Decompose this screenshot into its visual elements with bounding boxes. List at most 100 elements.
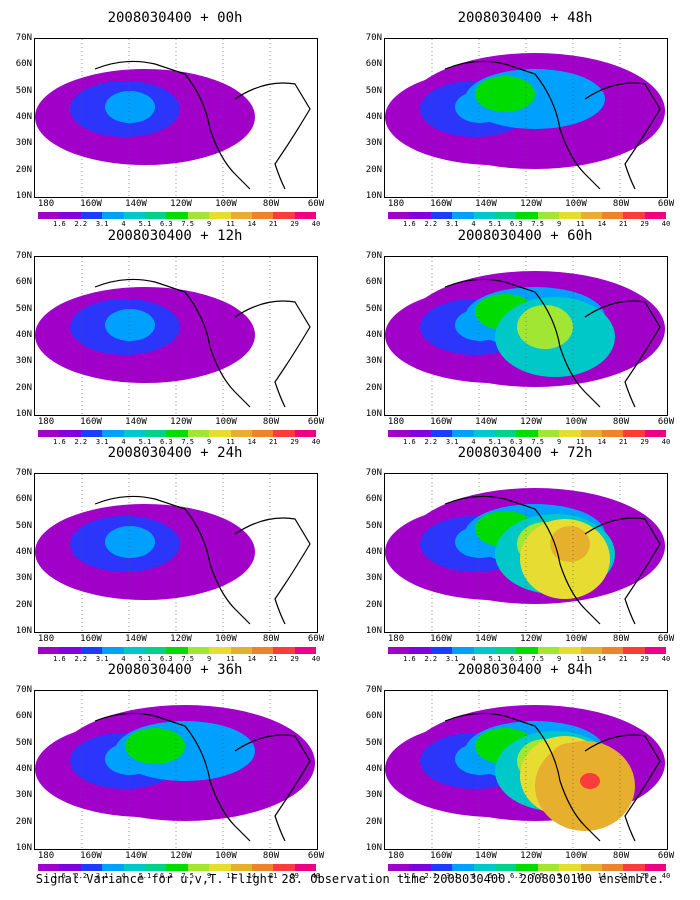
colorbar-label: 21 bbox=[269, 220, 278, 228]
x-tick-label: 160W bbox=[80, 199, 102, 209]
colorbar-swatch bbox=[187, 647, 210, 654]
map-svg bbox=[35, 691, 315, 849]
colorbar-label: 21 bbox=[619, 438, 628, 446]
colorbar-swatch bbox=[144, 864, 167, 871]
colorbar-swatch bbox=[644, 864, 667, 871]
colorbar-swatch bbox=[494, 430, 517, 437]
colorbar-swatch bbox=[102, 430, 124, 437]
colorbar-swatch bbox=[559, 864, 581, 871]
y-tick-label: 30N bbox=[365, 573, 382, 584]
y-tick-label: 60N bbox=[15, 711, 32, 722]
x-tick-label: 60W bbox=[657, 199, 675, 209]
y-tick-label: 70N bbox=[15, 468, 32, 478]
colorbar-swatch bbox=[144, 647, 167, 654]
x-tick-label: 160W bbox=[430, 199, 452, 209]
variance-contour bbox=[105, 309, 155, 341]
x-tick-label: 100W bbox=[215, 199, 237, 209]
panel-title: 2008030400 + 12h bbox=[107, 228, 243, 244]
y-tick-label: 70N bbox=[365, 468, 382, 478]
x-tick-label: 80W bbox=[612, 417, 630, 427]
colorbar-swatch bbox=[38, 430, 60, 437]
colorbar-swatch bbox=[601, 430, 624, 437]
y-tick-label: 50N bbox=[365, 303, 382, 314]
y-tick-label: 40N bbox=[365, 112, 382, 122]
map-panel: 2008030400 + 12h 10N 20N 30N 40N 50N 60N 70N 180… bbox=[0, 226, 324, 446]
colorbar-label: 4 bbox=[121, 872, 126, 880]
colorbar-label: 9 bbox=[556, 872, 562, 880]
coastline bbox=[94, 60, 311, 190]
colorbar-label: 14 bbox=[597, 220, 607, 228]
coastline bbox=[94, 495, 311, 625]
x-tick-label: 140W bbox=[475, 417, 497, 427]
colorbar-swatch bbox=[166, 864, 188, 871]
colorbar-label: 6.3 bbox=[509, 655, 523, 663]
colorbar-label: 14 bbox=[247, 220, 257, 228]
x-tick-label: 100W bbox=[565, 634, 587, 644]
colorbar-swatch bbox=[452, 212, 474, 219]
y-tick-label: 40N bbox=[15, 330, 32, 340]
panel-title: 2008030400 + 00h bbox=[107, 10, 243, 26]
colorbar-swatch bbox=[273, 430, 295, 437]
y-tick-label: 60N bbox=[365, 711, 382, 722]
map-svg bbox=[385, 691, 665, 849]
colorbar-swatch bbox=[388, 212, 410, 219]
colorbar-swatch bbox=[251, 212, 274, 219]
colorbar-label: 7.5 bbox=[531, 220, 545, 228]
colorbar-swatch bbox=[187, 212, 210, 219]
colorbar-swatch bbox=[516, 212, 538, 219]
y-tick-label: 60N bbox=[15, 494, 32, 505]
variance-contour bbox=[517, 305, 573, 349]
y-tick-label: 30N bbox=[365, 790, 382, 801]
x-tick-label: 140W bbox=[125, 634, 147, 644]
x-tick-label: 120W bbox=[520, 199, 542, 209]
colorbar-label: 14 bbox=[597, 438, 607, 446]
colorbar-swatch bbox=[644, 430, 667, 437]
colorbar-label: 40 bbox=[311, 220, 321, 228]
colorbar-swatch bbox=[123, 864, 145, 871]
colorbar-label: 6.3 bbox=[159, 220, 173, 228]
colorbar-swatch bbox=[209, 430, 231, 437]
colorbar-swatch bbox=[59, 864, 81, 871]
y-tick-label: 50N bbox=[15, 303, 32, 314]
colorbar-label: 6.3 bbox=[509, 438, 523, 446]
y-tick-label: 20N bbox=[365, 599, 382, 610]
colorbar-swatch bbox=[559, 647, 581, 654]
x-tick-label: 120W bbox=[520, 634, 542, 644]
y-tick-label: 70N bbox=[365, 251, 382, 261]
colorbar-swatch bbox=[230, 430, 252, 437]
coastline bbox=[94, 278, 311, 408]
colorbar-label: 4 bbox=[471, 220, 476, 228]
colorbar-label: 29 bbox=[290, 220, 299, 228]
coastline bbox=[444, 495, 661, 625]
colorbar-swatch bbox=[251, 647, 274, 654]
colorbar-label: 11 bbox=[576, 438, 585, 446]
colorbar-label: 9 bbox=[556, 438, 562, 446]
colorbar-swatch bbox=[251, 430, 274, 437]
colorbar-swatch bbox=[623, 212, 645, 219]
x-tick-label: 80W bbox=[262, 417, 280, 427]
colorbar-swatch bbox=[644, 212, 667, 219]
y-tick-label: 50N bbox=[15, 85, 32, 96]
y-tick-label: 60N bbox=[365, 494, 382, 505]
panel-title: 2008030400 + 48h bbox=[457, 10, 593, 26]
colorbar-swatch bbox=[144, 430, 167, 437]
colorbar-label: 29 bbox=[290, 655, 299, 663]
colorbar-label: 2.2 bbox=[424, 220, 438, 228]
colorbar-swatch bbox=[559, 430, 581, 437]
colorbar-swatch bbox=[59, 647, 81, 654]
x-tick-label: 120W bbox=[520, 851, 542, 861]
x-tick-label: 160W bbox=[430, 417, 452, 427]
y-tick-label: 50N bbox=[365, 737, 382, 748]
y-tick-label: 10N bbox=[15, 626, 32, 636]
colorbar-label: 4 bbox=[121, 220, 126, 228]
colorbar-swatch bbox=[623, 864, 645, 871]
colorbar-swatch bbox=[102, 647, 124, 654]
panel-title: 2008030400 + 60h bbox=[457, 228, 593, 244]
map-panel: 2008030400 + 24h 10N 20N 30N 40N 50N 60N 70N 180… bbox=[0, 443, 324, 663]
colorbar-swatch bbox=[80, 647, 103, 654]
colorbar-swatch bbox=[559, 212, 581, 219]
colorbar-label: 4 bbox=[121, 438, 126, 446]
colorbar-label: 3.1 bbox=[95, 655, 109, 663]
variance-contour bbox=[105, 526, 155, 558]
colorbar-label: 3.1 bbox=[445, 872, 459, 880]
